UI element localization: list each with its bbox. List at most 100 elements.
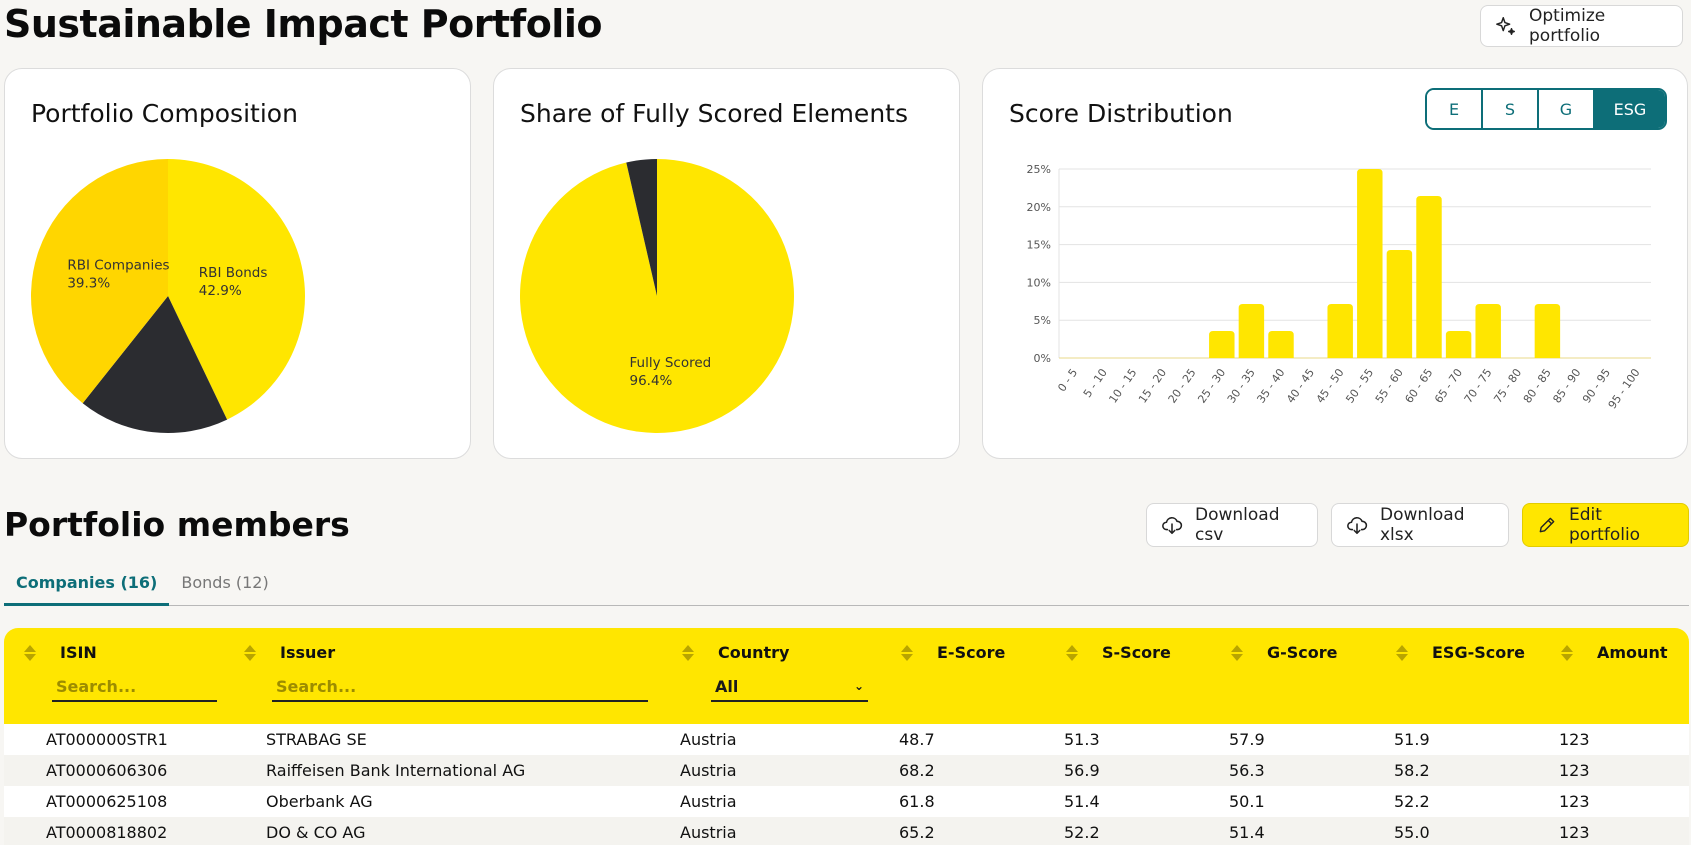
x-tick-label: 35 - 40 (1254, 366, 1287, 405)
bar-55-60[interactable] (1386, 249, 1413, 358)
table-header: ISIN Issuer Country E-Score S-Score G-Sc… (4, 628, 1689, 724)
x-tick-label: 70 - 75 (1462, 366, 1495, 405)
chevron-down-icon: ⌄ (853, 679, 864, 693)
download-csv-label: Download csv (1195, 505, 1280, 545)
country-filter-select[interactable]: All ⌄ (711, 672, 868, 702)
isin-search-input[interactable] (52, 672, 217, 702)
cloud-download-icon (1347, 517, 1368, 535)
pie-slice-rbi-bonds[interactable] (168, 159, 306, 420)
fully-scored-pie: Fully Scored 96.4% (519, 159, 794, 433)
cell-e-score: 61.8 (899, 792, 935, 811)
x-tick-label: 85 - 90 (1550, 366, 1583, 405)
sort-icon[interactable] (1066, 644, 1078, 661)
pie-label: RBI Companies (67, 257, 169, 273)
x-tick-label: 10 - 15 (1106, 366, 1139, 405)
portfolio-composition-title: Portfolio Composition (31, 99, 298, 128)
cell-country: Austria (680, 730, 737, 749)
bar-45-50[interactable] (1327, 304, 1353, 358)
bar-50-55[interactable] (1357, 169, 1383, 358)
download-csv-button[interactable]: Download csv (1146, 503, 1318, 547)
table-row[interactable]: AT0000625108 Oberbank AG Austria 61.8 51… (4, 786, 1689, 817)
cell-e-score: 68.2 (899, 761, 935, 780)
table-row[interactable]: AT0000606306 Raiffeisen Bank Internation… (4, 755, 1689, 786)
toggle-s[interactable]: S (1483, 90, 1539, 128)
y-tick-label: 25% (1027, 163, 1051, 176)
x-tick-label: 15 - 20 (1136, 366, 1169, 405)
x-tick-label: 20 - 25 (1166, 366, 1199, 405)
bar-30-35[interactable] (1238, 304, 1265, 358)
cell-amount: 123 (1559, 792, 1590, 811)
sort-icon[interactable] (1231, 644, 1243, 661)
sort-icon[interactable] (24, 644, 36, 661)
pie-slice-other[interactable] (626, 159, 657, 296)
cell-amount: 123 (1559, 761, 1590, 780)
score-distribution-card: Score Distribution E S G ESG 0% 5% 10% 15% 2… (982, 68, 1688, 459)
edit-portfolio-button[interactable]: Edit portfolio (1522, 503, 1689, 547)
tab-companies[interactable]: Companies (16) (4, 565, 170, 606)
toggle-e[interactable]: E (1427, 90, 1483, 128)
table-row[interactable]: AT000000STR1 STRABAG SE Austria 48.7 51.… (4, 724, 1689, 755)
toggle-g[interactable]: G (1539, 90, 1595, 128)
column-header-isin[interactable]: ISIN (24, 643, 97, 662)
cell-g-score: 57.9 (1229, 730, 1265, 749)
bar-80-85[interactable] (1534, 304, 1561, 358)
sort-icon[interactable] (1561, 644, 1573, 661)
cell-esg-score: 51.9 (1394, 730, 1430, 749)
y-tick-label: 15% (1027, 239, 1051, 252)
x-tick-label: 55 - 60 (1373, 366, 1406, 405)
edit-portfolio-label: Edit portfolio (1569, 505, 1641, 545)
cell-country: Austria (680, 823, 737, 842)
score-type-toggle: E S G ESG (1425, 88, 1667, 130)
column-header-s-score[interactable]: S-Score (1066, 643, 1171, 662)
cell-e-score: 48.7 (899, 730, 935, 749)
y-tick-label: 20% (1027, 201, 1051, 214)
country-filter-value: All (715, 676, 739, 696)
toggle-esg[interactable]: ESG (1595, 90, 1665, 128)
download-xlsx-button[interactable]: Download xlsx (1331, 503, 1509, 547)
sort-icon[interactable] (244, 644, 256, 661)
column-header-e-score[interactable]: E-Score (901, 643, 1005, 662)
score-distribution-title: Score Distribution (1009, 99, 1233, 128)
cell-country: Austria (680, 792, 737, 811)
pie-slice-fully-scored[interactable] (519, 159, 794, 433)
column-header-g-score[interactable]: G-Score (1231, 643, 1338, 662)
x-tick-label: 30 - 35 (1225, 366, 1258, 405)
bar-65-70[interactable] (1445, 331, 1472, 358)
column-label: Amount (1597, 643, 1668, 662)
x-tick-label: 0 - 5 (1055, 366, 1080, 394)
cell-country: Austria (680, 761, 737, 780)
column-header-esg-score[interactable]: ESG-Score (1396, 643, 1525, 662)
sparkles-icon (1496, 17, 1515, 35)
column-header-amount[interactable]: Amount (1561, 643, 1667, 662)
optimize-portfolio-label: Optimize portfolio (1529, 6, 1606, 46)
bar-70-75[interactable] (1475, 304, 1501, 358)
column-label: Country (718, 643, 790, 662)
bar-60-65[interactable] (1416, 195, 1442, 358)
cloud-download-icon (1162, 517, 1183, 535)
cell-isin: AT000000STR1 (46, 730, 168, 749)
table-row[interactable]: AT0000818802 DO & CO AG Austria 65.2 52.… (4, 817, 1689, 845)
cell-isin: AT0000625108 (46, 792, 168, 811)
sort-icon[interactable] (1396, 644, 1408, 661)
issuer-search-input[interactable] (272, 672, 648, 702)
cell-esg-score: 55.0 (1394, 823, 1430, 842)
y-tick-label: 5% (1034, 314, 1051, 327)
cell-issuer: Raiffeisen Bank International AG (266, 761, 526, 780)
cell-e-score: 65.2 (899, 823, 935, 842)
cell-s-score: 52.2 (1064, 823, 1100, 842)
column-header-country[interactable]: Country (682, 643, 789, 662)
tab-bonds[interactable]: Bonds (12) (181, 573, 269, 592)
fully-scored-card: Share of Fully Scored Elements Fully Sco… (493, 68, 960, 459)
bar-25-30[interactable] (1209, 331, 1235, 358)
pie-value: 39.3% (67, 275, 110, 291)
column-header-issuer[interactable]: Issuer (244, 643, 335, 662)
sort-icon[interactable] (682, 644, 694, 661)
sort-icon[interactable] (901, 644, 913, 661)
pie-slice-other[interactable] (82, 296, 228, 433)
optimize-portfolio-button[interactable]: Optimize portfolio (1480, 5, 1683, 47)
cell-isin: AT0000818802 (46, 823, 168, 842)
bar-35-40[interactable] (1268, 331, 1294, 358)
cell-s-score: 56.9 (1064, 761, 1100, 780)
cell-g-score: 50.1 (1229, 792, 1265, 811)
pie-slice-rbi-companies[interactable] (30, 159, 168, 404)
